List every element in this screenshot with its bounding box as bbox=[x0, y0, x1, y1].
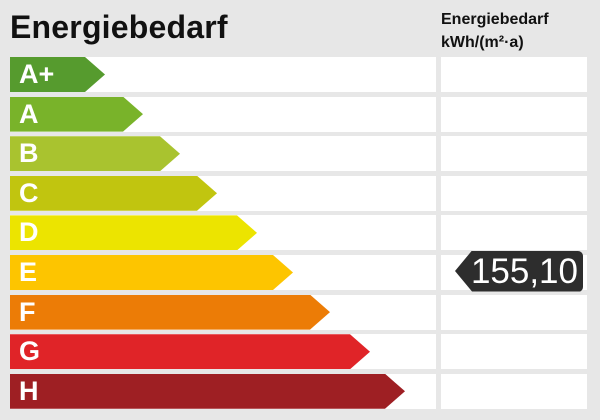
page-title: Energiebedarf bbox=[10, 9, 228, 45]
value-column-cell bbox=[441, 175, 587, 211]
band-letter: E bbox=[19, 257, 38, 287]
unit-header-title: Energiebedarf bbox=[441, 11, 549, 28]
band-letter: G bbox=[19, 336, 41, 367]
unit-header-unit: kWh/(m²·a) bbox=[441, 34, 524, 51]
band-letter: B bbox=[19, 138, 39, 169]
band-letter: A+ bbox=[19, 59, 55, 89]
band-row-G: G bbox=[0, 334, 600, 370]
band-arrow: A bbox=[10, 97, 143, 132]
value-column-cell bbox=[441, 136, 587, 172]
value-text: 155,10 bbox=[470, 251, 578, 291]
band-arrow: A+ bbox=[10, 57, 105, 92]
band-arrow: F bbox=[10, 295, 330, 330]
band-row-A+: A+ bbox=[0, 57, 600, 92]
value-column-cell bbox=[441, 96, 587, 132]
band-arrow: B bbox=[10, 136, 180, 171]
unit-header: Energiebedarf kWh/(m²·a) bbox=[441, 8, 549, 54]
value-column-cell bbox=[441, 373, 587, 409]
band-arrow: H bbox=[10, 374, 405, 409]
band-arrow: G bbox=[10, 334, 370, 369]
band-row-D: D bbox=[0, 215, 600, 251]
value-badge: 155,10 bbox=[455, 250, 583, 292]
band-arrow: E bbox=[10, 255, 293, 290]
band-letter: D bbox=[19, 217, 39, 248]
value-column-cell bbox=[441, 334, 587, 370]
band-letter: H bbox=[19, 375, 39, 406]
band-row-F: F bbox=[0, 294, 600, 330]
band-letter: F bbox=[19, 296, 36, 327]
value-column-cell bbox=[441, 57, 587, 92]
band-letter: A bbox=[19, 98, 39, 129]
band-row-C: C bbox=[0, 175, 600, 211]
value-column-cell bbox=[441, 294, 587, 330]
band-letter: C bbox=[19, 177, 39, 208]
band-row-B: B bbox=[0, 136, 600, 172]
band-row-A: A bbox=[0, 96, 600, 132]
band-row-H: H bbox=[0, 373, 600, 409]
band-arrow: C bbox=[10, 176, 217, 211]
value-column-cell bbox=[441, 215, 587, 251]
band-arrow: D bbox=[10, 215, 257, 250]
